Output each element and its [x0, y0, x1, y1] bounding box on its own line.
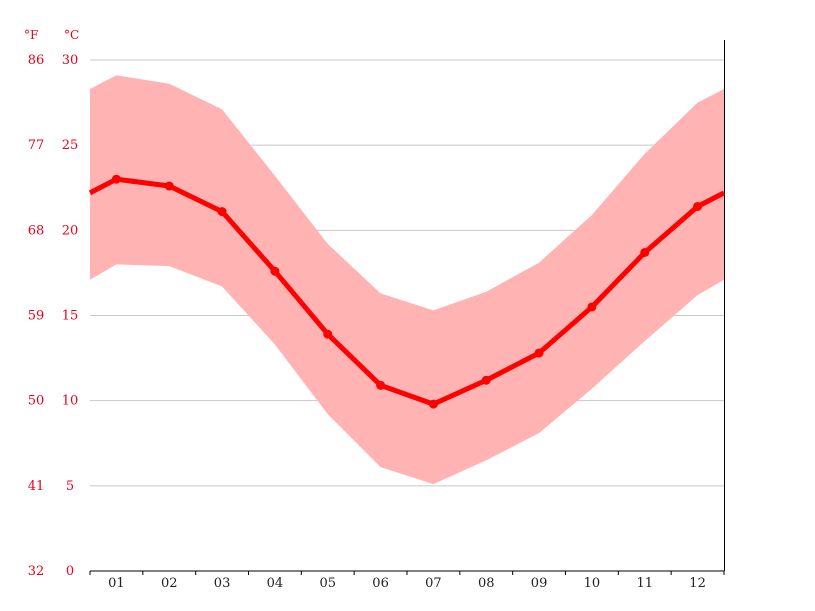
y-tick-label-celsius: 5 — [66, 479, 74, 494]
y-tick-labels: 32 0 41 5 50 10 59 15 68 20 77 25 86 30 — [28, 53, 79, 579]
y-tick-label-fahrenheit: 41 — [28, 479, 45, 494]
x-tick-label: 07 — [425, 576, 442, 591]
x-tick-label: 12 — [689, 576, 706, 591]
y-tick-label-celsius: 30 — [62, 53, 79, 68]
data-point — [376, 380, 386, 390]
data-point — [217, 207, 227, 217]
y-tick-label-celsius: 20 — [62, 223, 79, 238]
y-tick-label-fahrenheit: 50 — [28, 394, 45, 409]
data-point — [270, 266, 280, 276]
fahrenheit-unit-label: °F — [24, 28, 38, 42]
x-tick-label: 11 — [636, 576, 653, 591]
x-tick-label: 06 — [372, 576, 389, 591]
y-tick-label-fahrenheit: 68 — [28, 223, 45, 238]
data-point — [481, 375, 491, 385]
x-tick-label: 02 — [161, 576, 178, 591]
x-tick-label: 08 — [478, 576, 495, 591]
y-tick-label-celsius: 10 — [62, 394, 79, 409]
data-point — [693, 201, 703, 211]
data-point — [428, 399, 438, 409]
data-point — [587, 302, 597, 312]
data-point — [534, 348, 544, 358]
x-tick-label: 01 — [108, 576, 125, 591]
temperature-range-band — [90, 75, 724, 485]
y-tick-label-fahrenheit: 77 — [28, 138, 45, 153]
x-tick-label: 03 — [214, 576, 231, 591]
x-tick-label: 09 — [531, 576, 548, 591]
x-tick-label: 04 — [267, 576, 284, 591]
data-point — [164, 181, 174, 191]
y-tick-label-celsius: 25 — [62, 138, 79, 153]
y-tick-label-fahrenheit: 59 — [28, 309, 45, 324]
y-tick-label-celsius: 0 — [66, 564, 74, 579]
celsius-unit-label: °C — [64, 28, 79, 42]
min-max-range-area — [90, 75, 724, 485]
y-tick-label-fahrenheit: 32 — [28, 564, 45, 579]
data-point — [323, 329, 333, 339]
x-tick-labels: 01 02 03 04 05 06 07 08 09 10 11 12 — [108, 576, 706, 591]
x-tick-label: 10 — [584, 576, 601, 591]
x-tick-label: 05 — [319, 576, 336, 591]
data-point — [640, 247, 650, 257]
average-temperature-line — [88, 176, 726, 407]
data-point — [111, 174, 121, 184]
average-temperature-series — [88, 174, 726, 409]
axes — [89, 40, 725, 575]
y-tick-label-celsius: 15 — [62, 309, 79, 324]
y-tick-label-fahrenheit: 86 — [28, 53, 45, 68]
